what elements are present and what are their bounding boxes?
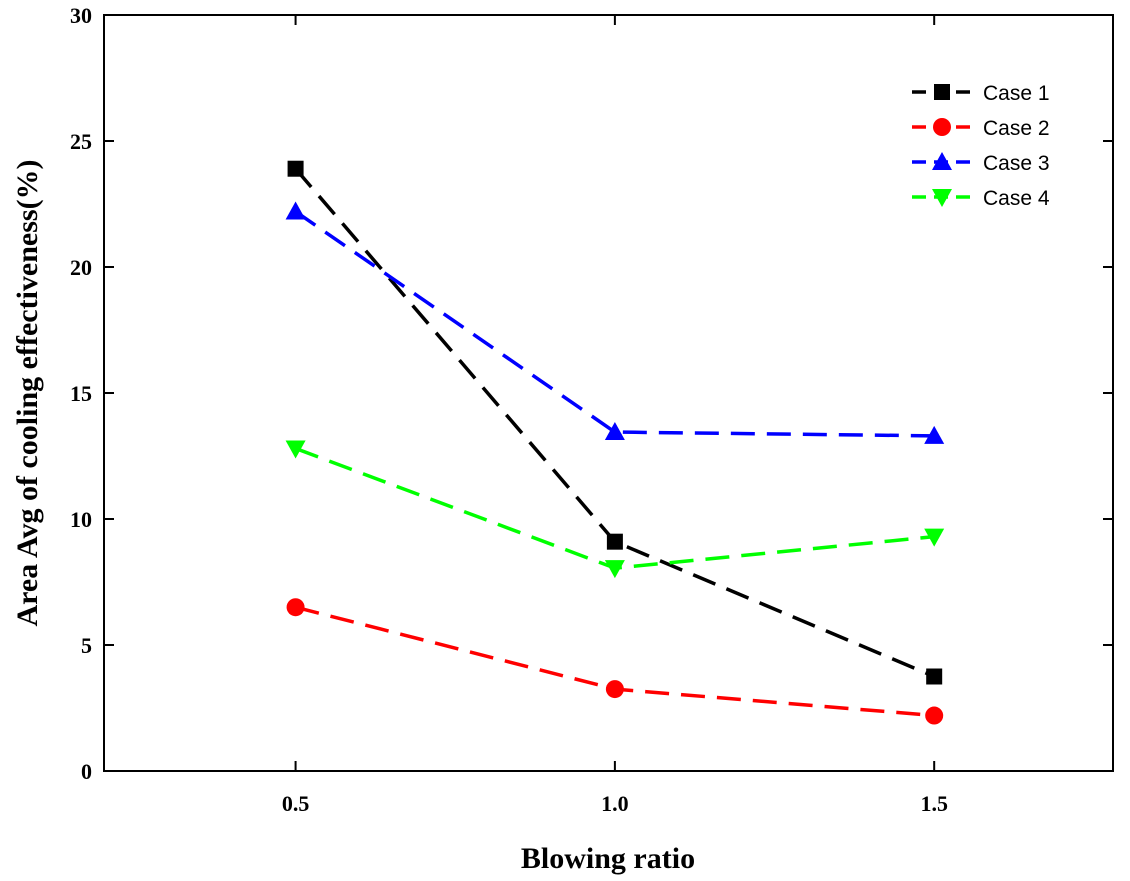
series-line <box>294 210 935 438</box>
x-axis-title: Blowing ratio <box>521 842 695 875</box>
legend-item: Case 2 <box>912 117 1050 140</box>
y-tick-label: 20 <box>70 255 92 280</box>
data-point <box>287 160 304 177</box>
data-point <box>286 598 305 617</box>
y-tick-label: 25 <box>70 129 92 154</box>
data-point <box>924 528 945 547</box>
y-axis-title: Area Avg of cooling effectiveness(%) <box>11 159 44 626</box>
legend-marker <box>932 152 952 170</box>
data-point <box>604 422 625 441</box>
series-line <box>295 605 935 718</box>
x-tick-label: 1.5 <box>920 791 948 816</box>
legend-marker <box>934 84 950 100</box>
y-axis: 0 5 10 15 20 25 30 <box>70 3 1113 784</box>
series-3 <box>285 201 945 444</box>
data-point <box>925 706 944 725</box>
data-point <box>605 680 624 699</box>
series-layer <box>285 160 945 725</box>
series-1 <box>287 160 943 685</box>
legend: Case 1 Case 2 Case 3 Case 4 <box>912 82 1050 210</box>
legend-label: Case 3 <box>983 152 1050 175</box>
y-tick-label: 15 <box>70 381 92 406</box>
legend-item: Case 3 <box>912 152 1050 175</box>
y-tick-label: 0 <box>81 759 92 784</box>
series-line <box>294 446 935 570</box>
legend-marker <box>933 118 951 136</box>
legend-label: Case 4 <box>983 187 1050 210</box>
series-2 <box>286 598 944 725</box>
legend-label: Case 2 <box>983 117 1050 140</box>
x-tick-label: 1.0 <box>601 791 629 816</box>
legend-item: Case 1 <box>912 82 1050 105</box>
legend-label: Case 1 <box>983 82 1050 105</box>
data-point <box>606 533 623 550</box>
y-tick-label: 30 <box>70 3 92 28</box>
legend-marker <box>932 189 952 207</box>
y-tick-label: 5 <box>81 633 92 658</box>
data-point <box>285 440 306 459</box>
x-tick-label: 0.5 <box>282 791 310 816</box>
series-4 <box>285 440 945 579</box>
data-point <box>924 425 945 444</box>
y-tick-label: 10 <box>70 507 92 532</box>
data-point <box>285 201 306 220</box>
data-point <box>604 560 625 579</box>
legend-item: Case 4 <box>912 187 1050 210</box>
x-axis: 0.5 1.0 1.5 <box>282 15 948 816</box>
data-point <box>926 668 943 685</box>
